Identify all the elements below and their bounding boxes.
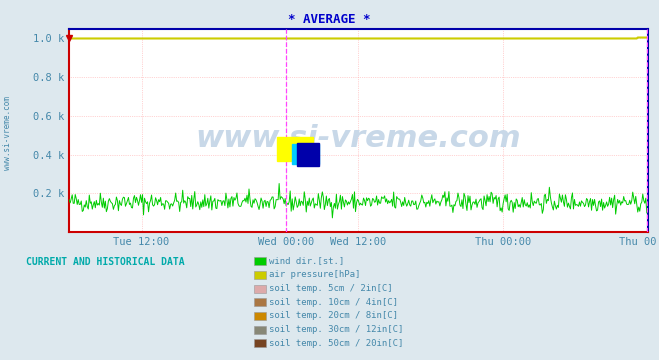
Text: soil temp. 50cm / 20in[C]: soil temp. 50cm / 20in[C] [269,338,403,347]
Text: * AVERAGE *: * AVERAGE * [288,13,371,26]
Bar [297,143,319,166]
Text: soil temp. 20cm / 8in[C]: soil temp. 20cm / 8in[C] [269,311,398,320]
Text: CURRENT AND HISTORICAL DATA: CURRENT AND HISTORICAL DATA [26,257,185,267]
Text: soil temp. 5cm / 2in[C]: soil temp. 5cm / 2in[C] [269,284,393,293]
Bar [277,137,313,161]
Text: www.si-vreme.com: www.si-vreme.com [3,96,13,170]
Bar [291,144,319,164]
Text: wind dir.[st.]: wind dir.[st.] [269,256,344,265]
Text: soil temp. 10cm / 4in[C]: soil temp. 10cm / 4in[C] [269,297,398,306]
Text: soil temp. 30cm / 12in[C]: soil temp. 30cm / 12in[C] [269,325,403,334]
Text: air pressure[hPa]: air pressure[hPa] [269,270,360,279]
Text: www.si-vreme.com: www.si-vreme.com [196,124,521,153]
